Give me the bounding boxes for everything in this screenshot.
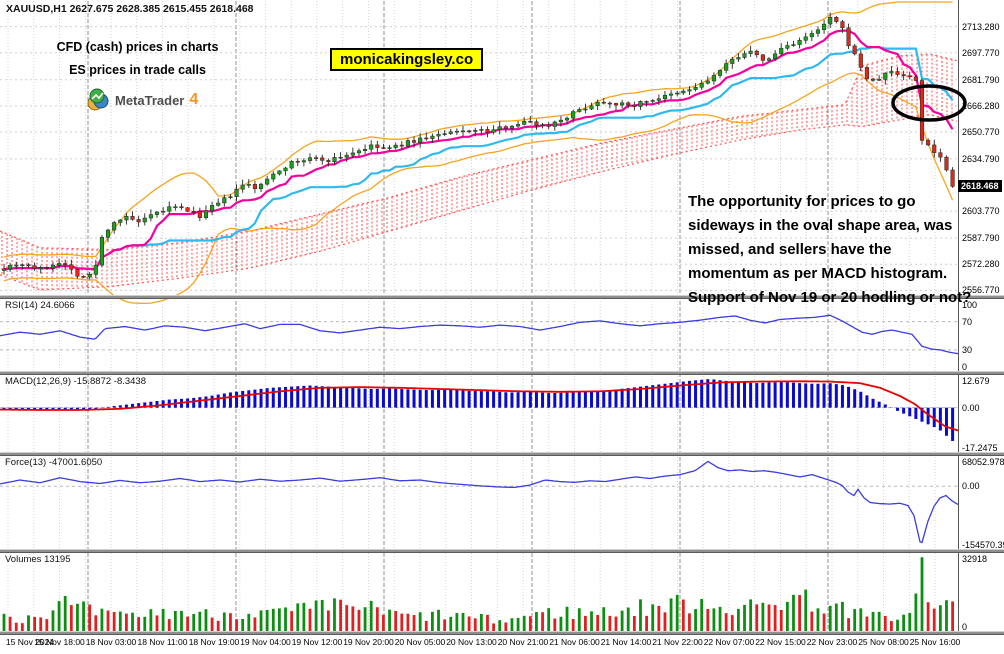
commentary-text: The opportunity for prices to go sideway… [688,193,972,306]
price-axis-label: 2634.790 [962,153,1000,164]
time-axis-label: 18 Nov 19:00 [188,637,240,647]
force-axis-label: -154570.39 [962,540,1004,550]
rsi-panel-label: RSI(14) 24.6066 [5,300,75,311]
price-axis-label: 2650.770 [962,126,1000,137]
tenkan-line [3,29,954,271]
oval-annotation[interactable] [887,81,971,125]
metatrader-logo-name: MetaTrader [115,92,185,108]
symbol-ohlc-header: XAUUSD,H1 2627.675 2628.385 2615.455 261… [6,3,254,15]
force-line [0,460,959,544]
macd-axis-label: -17.2475 [962,442,998,453]
panel-separator[interactable] [0,631,1004,635]
rsi-axis-label: 70 [962,316,973,327]
macd-axis-label: 12.679 [962,376,990,386]
time-axis-label: 21 Nov 22:00 [652,637,703,647]
force-panel-label: Force(13) -47001.6050 [5,457,103,468]
volume-panel [2,557,954,631]
volumes-panel-label: Volumes 13195 [5,554,71,565]
macd-panel [0,379,959,441]
time-axis-label: 25 Nov 16:00 [909,637,961,647]
metatrader-logo: MetaTrader 4 [86,88,198,112]
rsi-axis-label: 0 [962,362,968,372]
time-axis-label: 20 Nov 21:00 [497,637,549,647]
note-es-prices: ES prices in trade calls [69,63,206,77]
time-axis-label: 15 Nov 18:00 [34,637,85,647]
price-axis-label: 2713.280 [962,21,1000,32]
macd-signal-line [0,380,959,432]
metatrader-logo-number: 4 [189,91,199,108]
bollinger-bands [3,1,954,305]
ichimoku-lines [3,29,954,271]
price-axis-label: 2556.770 [962,285,1000,296]
price-axis-label: 2587.790 [962,233,1000,244]
candles-group [1,12,955,280]
price-axis-label: 2681.790 [962,74,1000,85]
panel-separator[interactable] [0,549,1004,553]
metatrader-logo-icon [87,88,109,111]
current-price-tag: 2618.468 [958,180,1002,193]
price-axis[interactable]: 2618.468 2713.280 2697.770 2681.790 2666.28… [958,0,1004,633]
note-cfd-prices: CFD (cash) prices in charts [56,40,219,54]
rsi-axis-label: 30 [962,344,973,355]
panel-separator[interactable] [0,452,1004,456]
time-axis-label: 19 Nov 20:00 [343,637,394,647]
kijun-line [3,45,954,271]
time-axis-label: 25 Nov 08:00 [858,637,909,647]
time-axis[interactable]: 15 Nov 2024 15 Nov 18:00 18 Nov 03:00 18 No… [0,635,960,654]
time-axis-label: 20 Nov 05:00 [394,637,446,647]
grid [0,0,959,633]
time-axis-label: 19 Nov 04:00 [240,637,291,647]
time-axis-label: 22 Nov 07:00 [703,637,755,647]
panel-separator[interactable] [0,295,1004,299]
macd-panel-label: MACD(12,26,9) -15.8872 -8.3438 [5,376,146,387]
time-axis-label: 22 Nov 23:00 [806,637,858,647]
rsi-line [0,314,959,355]
time-axis-label: 21 Nov 06:00 [549,637,600,647]
time-axis-label: 15 Nov 2024 [5,637,55,647]
time-axis-label: 20 Nov 13:00 [446,637,497,647]
time-axis-label: 19 Nov 12:00 [291,637,343,647]
price-axis-label: 2666.280 [962,100,1000,111]
force-panel [0,460,959,544]
time-axis-label: 18 Nov 11:00 [137,637,188,647]
rsi-panel [0,314,959,355]
time-axis-label: 18 Nov 03:00 [85,637,137,647]
time-axis-label: 21 Nov 14:00 [600,637,652,647]
volume-axis-label: 32918 [962,554,988,564]
price-axis-label: 2603.770 [962,206,1000,217]
price-axis-label: 2697.770 [962,47,1000,58]
panel-separator[interactable] [0,371,1004,375]
time-axis-label: 22 Nov 15:00 [755,637,806,647]
volume-axis-label: 0 [962,622,968,632]
force-axis-label: 0.00 [962,481,980,492]
price-axis-label: 2572.280 [962,259,1000,270]
rsi-axis-label: 100 [962,300,978,310]
brand-badge: monicakingsley.co [330,48,484,71]
macd-axis-label: 0.00 [962,402,980,413]
force-axis-label: 68052.9782 [962,457,1004,467]
